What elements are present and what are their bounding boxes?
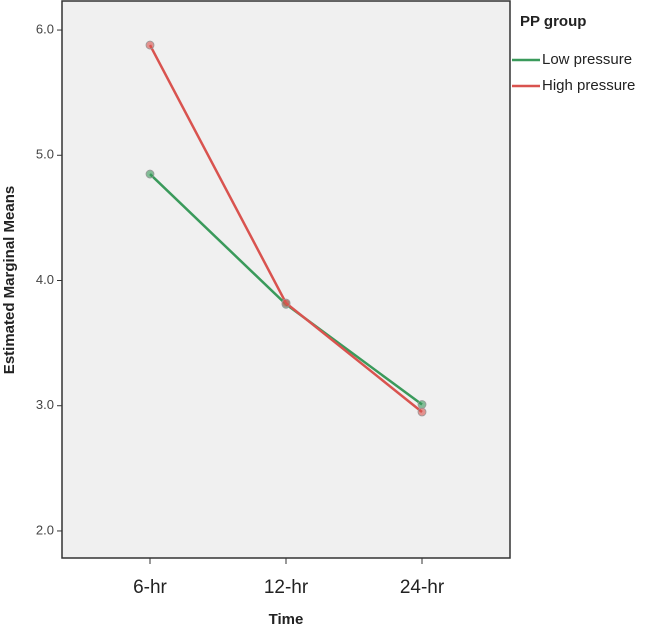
y-tick-label: 3.0 (36, 397, 54, 412)
plot-area (61, 0, 511, 559)
legend-label: Low pressure (542, 51, 632, 68)
legend-title: PP group (520, 13, 586, 30)
x-tick-label: 12-hr (264, 577, 309, 598)
x-tick-label: 6-hr (133, 577, 167, 598)
y-tick-label: 5.0 (36, 147, 54, 162)
y-tick-label: 4.0 (36, 272, 54, 287)
y-axis-title: Estimated Marginal Means (1, 186, 18, 374)
point (281, 298, 291, 308)
point (145, 40, 155, 50)
y-tick-label: 2.0 (36, 522, 54, 537)
point (145, 169, 155, 179)
legend-label: High pressure (542, 77, 635, 94)
point (417, 407, 427, 417)
x-axis-title: Time (269, 611, 304, 628)
y-tick-label: 6.0 (36, 21, 54, 36)
point (417, 400, 427, 409)
x-tick-label: 24-hr (400, 577, 445, 598)
